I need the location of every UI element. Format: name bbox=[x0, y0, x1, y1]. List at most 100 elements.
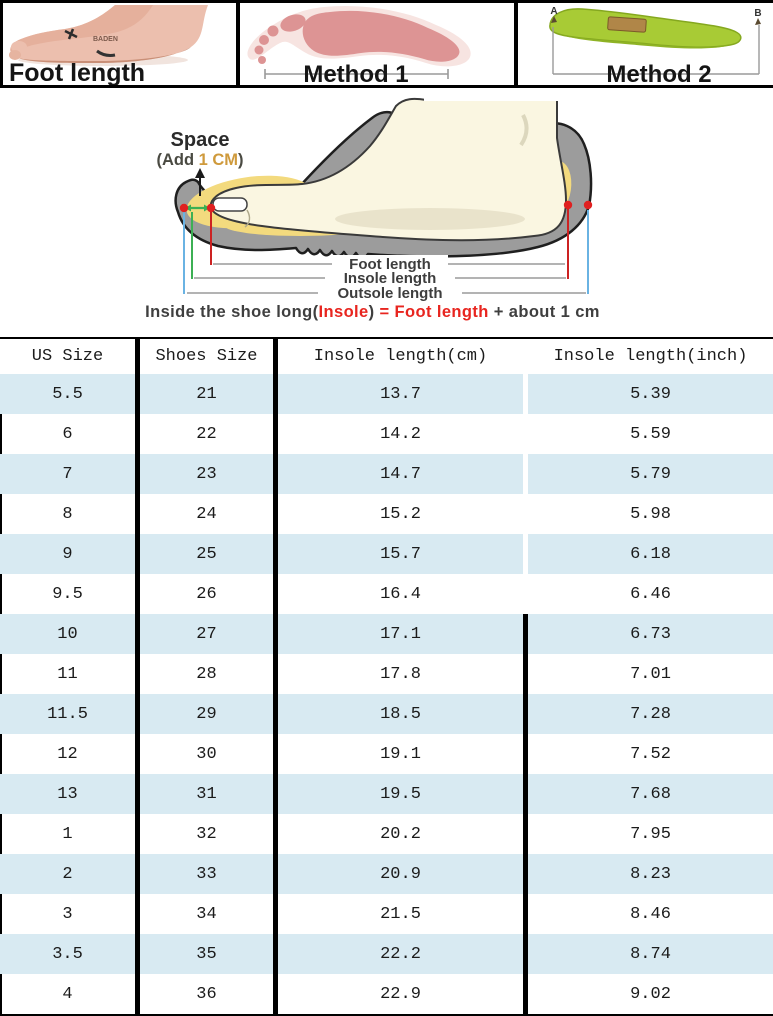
panel-foot-length: BADEN Foot length bbox=[0, 3, 240, 85]
cell-shoes-size: 22 bbox=[196, 424, 217, 444]
marker-a-arrow-icon bbox=[551, 16, 557, 23]
column-divider bbox=[135, 654, 140, 694]
insole-illustration: A B Method 2 bbox=[549, 6, 762, 85]
cell-insole-inch: 5.79 bbox=[528, 454, 773, 494]
column-divider bbox=[273, 374, 278, 414]
cell-shoes-size: Shoes Size bbox=[155, 347, 258, 366]
cell-shoes-size: 24 bbox=[196, 504, 217, 524]
cell-insole-cm: 20.9 bbox=[278, 854, 523, 894]
cell-shoes-size: 36 bbox=[196, 984, 217, 1004]
foot-mark-icon bbox=[64, 28, 78, 40]
cell-insole-inch: 7.28 bbox=[528, 694, 773, 734]
cell-us-size: 9 bbox=[0, 534, 135, 574]
cell-insole-inch: 6.73 bbox=[528, 614, 773, 654]
marker-a: A bbox=[550, 6, 557, 17]
column-divider bbox=[273, 339, 278, 374]
column-divider bbox=[273, 574, 278, 614]
cell-insole-inch: 8.46 bbox=[630, 904, 671, 924]
cell-insole-cm: Insole length(cm) bbox=[313, 347, 488, 366]
insole-brand-patch bbox=[607, 16, 647, 33]
table-row: 11.5 29 18.5 7.28 bbox=[0, 694, 773, 734]
cell-insole-inch: 7.95 bbox=[630, 824, 671, 844]
cell-insole-inch: 6.46 bbox=[630, 584, 671, 604]
table-row: 6 22 14.2 5.59 bbox=[0, 414, 773, 454]
method1-label: Method 1 bbox=[303, 61, 408, 85]
foot-mark-icon bbox=[96, 49, 116, 57]
column-divider bbox=[273, 934, 278, 974]
table-header-row: US Size Shoes Size Insole length(cm) Insole… bbox=[0, 339, 773, 374]
column-divider bbox=[135, 774, 140, 814]
cell-insole-cm: 15.2 bbox=[380, 504, 421, 524]
column-divider bbox=[135, 734, 140, 774]
cell-insole-cm: 13.7 bbox=[278, 374, 523, 414]
table-row: 13 31 19.5 7.68 bbox=[0, 774, 773, 814]
ankle-shading bbox=[519, 114, 529, 147]
column-divider bbox=[135, 374, 140, 414]
column-divider bbox=[523, 734, 528, 774]
size-conversion-table: US Size Shoes Size Insole length(cm) Insole… bbox=[0, 337, 773, 1016]
panel-method-1: Method 1 bbox=[240, 3, 518, 85]
table-row: 1 32 20.2 7.95 bbox=[0, 814, 773, 854]
column-divider bbox=[273, 894, 278, 934]
cell-insole-cm: 20.2 bbox=[380, 824, 421, 844]
cell-insole-inch: 8.23 bbox=[528, 854, 773, 894]
dimension-lines: Foot length Insole length Outsole length bbox=[187, 255, 586, 302]
cell-shoes-size: 28 bbox=[196, 664, 217, 684]
cell-us-size: 1 bbox=[62, 824, 73, 844]
table-row: 3 34 21.5 8.46 bbox=[0, 894, 773, 934]
cell-shoes-size: 23 bbox=[140, 454, 273, 494]
column-divider bbox=[135, 894, 140, 934]
column-divider bbox=[273, 614, 278, 654]
cell-shoes-size: 29 bbox=[140, 694, 273, 734]
column-divider bbox=[523, 614, 528, 654]
column-divider bbox=[273, 974, 278, 1014]
cell-us-size: 2 bbox=[0, 854, 135, 894]
cell-insole-inch: 5.59 bbox=[630, 424, 671, 444]
cell-us-size: 8 bbox=[62, 504, 73, 524]
cell-shoes-size: 21 bbox=[140, 374, 273, 414]
cell-shoes-size: 27 bbox=[140, 614, 273, 654]
cell-insole-inch: 5.39 bbox=[528, 374, 773, 414]
cell-insole-cm: 22.9 bbox=[380, 984, 421, 1004]
column-divider bbox=[523, 814, 528, 854]
cell-insole-cm: 18.5 bbox=[278, 694, 523, 734]
column-divider bbox=[135, 974, 140, 1014]
cell-us-size: 5.5 bbox=[0, 374, 135, 414]
foot-length-label: Foot length bbox=[9, 59, 145, 85]
foot-arch-shading bbox=[335, 208, 525, 230]
column-divider bbox=[135, 454, 140, 494]
column-divider bbox=[135, 614, 140, 654]
cell-us-size: 3 bbox=[62, 904, 73, 924]
table-row: 11 28 17.8 7.01 bbox=[0, 654, 773, 694]
column-divider bbox=[135, 934, 140, 974]
shoe-cutaway-diagram: Space (Add 1 CM) bbox=[0, 88, 773, 337]
cell-shoes-size: 33 bbox=[140, 854, 273, 894]
cell-insole-cm: 17.1 bbox=[278, 614, 523, 654]
marker-b-arrow-icon bbox=[755, 18, 761, 25]
column-divider bbox=[135, 574, 140, 614]
column-divider bbox=[135, 814, 140, 854]
cell-shoes-size: 34 bbox=[196, 904, 217, 924]
column-divider bbox=[523, 534, 528, 574]
method2-label: Method 2 bbox=[606, 61, 711, 85]
cell-insole-inch: 6.18 bbox=[528, 534, 773, 574]
cell-us-size: 11 bbox=[57, 664, 78, 684]
foot-tattoo-text: BADEN bbox=[93, 36, 118, 43]
column-divider bbox=[273, 734, 278, 774]
cell-shoes-size: 35 bbox=[140, 934, 273, 974]
foot-length-dim-label: Foot length bbox=[349, 256, 431, 273]
cell-insole-cm: 14.2 bbox=[380, 424, 421, 444]
cell-insole-inch: 7.68 bbox=[528, 774, 773, 814]
insole-length-dim-label: Insole length bbox=[344, 270, 437, 287]
table-row: 9.5 26 16.4 6.46 bbox=[0, 574, 773, 614]
column-divider bbox=[273, 494, 278, 534]
column-divider bbox=[523, 654, 528, 694]
cell-shoes-size: 25 bbox=[140, 534, 273, 574]
column-divider bbox=[135, 414, 140, 454]
cell-us-size: 12 bbox=[57, 744, 78, 764]
table-row: 4 36 22.9 9.02 bbox=[0, 974, 773, 1014]
column-divider bbox=[135, 339, 140, 374]
column-divider bbox=[135, 854, 140, 894]
column-divider bbox=[135, 494, 140, 534]
